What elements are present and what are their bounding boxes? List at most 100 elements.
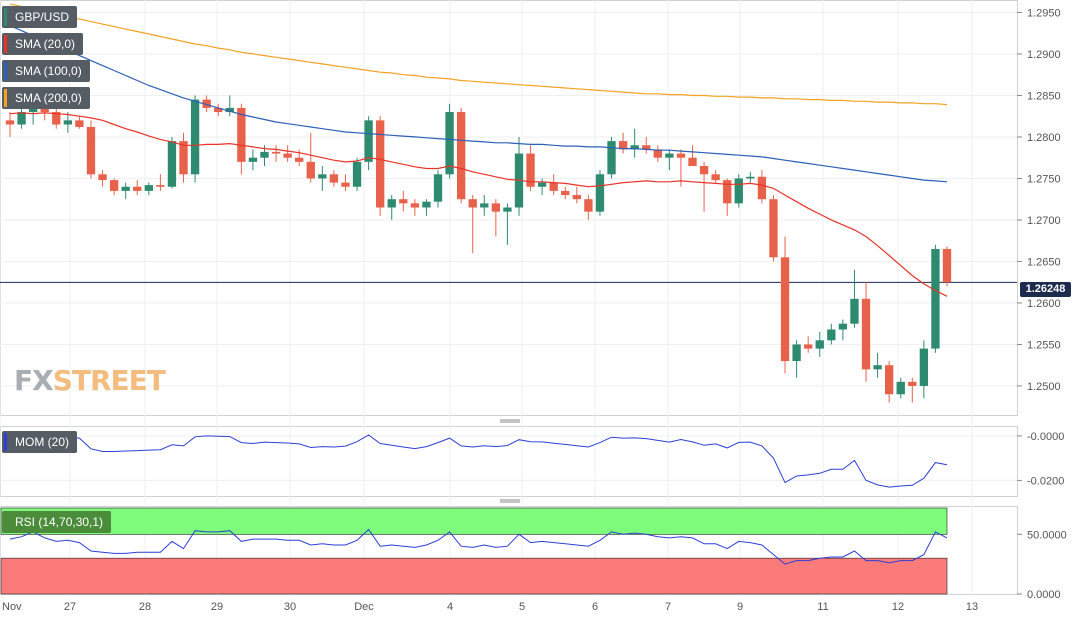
sma-lines — [9, 3, 948, 297]
candle-body — [133, 186, 142, 191]
legend-pair[interactable]: GBP/USD — [2, 6, 78, 28]
legend-rsi[interactable]: RSI (14,70,30,1) — [2, 511, 112, 533]
candle-body — [376, 120, 385, 208]
candle-body — [480, 203, 489, 208]
candle — [653, 145, 662, 162]
legend-sma20[interactable]: SMA (20,0) — [2, 33, 84, 55]
candle-body — [838, 323, 848, 330]
candle-body — [98, 174, 107, 181]
price-axis-ticks: 1.2950 1.2900 1.2850 1.2800 1.2750 1.2700 1.26… — [1017, 7, 1067, 601]
candle — [480, 195, 489, 216]
candle-body — [40, 107, 49, 113]
candle-body — [642, 145, 651, 150]
candle — [595, 170, 605, 216]
candle — [804, 336, 813, 353]
time-axis-labels: Nov 27 28 29 30 Dec 4 5 6 7 9 11 12 13 — [2, 601, 978, 613]
candle — [665, 149, 674, 171]
price-tick-label: 1.2950 — [1027, 7, 1061, 19]
candle — [861, 282, 871, 382]
rsi-series — [9, 528, 948, 565]
candle — [699, 161, 709, 212]
rsi-zones — [0, 507, 948, 595]
candle-body — [306, 161, 315, 179]
resize-handle-rsi[interactable] — [500, 499, 520, 503]
candle — [838, 319, 848, 341]
candle — [584, 195, 593, 220]
candle — [410, 199, 420, 216]
candle-body — [260, 151, 269, 158]
legend-sma200[interactable]: SMA (200,0) — [2, 87, 90, 109]
candle-body — [618, 141, 628, 150]
candle — [827, 323, 836, 345]
candle — [387, 195, 396, 220]
candle — [109, 178, 119, 196]
time-label: 4 — [447, 601, 453, 613]
sma20-label: SMA (20,0) — [15, 37, 76, 51]
time-label: 13 — [966, 601, 978, 613]
candle — [341, 174, 350, 191]
candle-body — [688, 157, 697, 166]
candle-body — [607, 141, 616, 175]
time-label: 28 — [139, 601, 151, 613]
candle — [225, 95, 234, 117]
candle — [561, 186, 570, 200]
candle-body — [468, 199, 477, 208]
fxstreet-logo: FXSTREET — [14, 364, 166, 397]
candle — [908, 377, 917, 403]
candle-body — [28, 107, 38, 113]
legend-mom[interactable]: MOM (20) — [2, 431, 77, 453]
candle — [17, 107, 26, 129]
candle — [896, 377, 905, 399]
mom-panel-frame — [0, 426, 1018, 497]
grid-lines — [0, 0, 1017, 595]
candle-body — [549, 182, 558, 191]
rsi-tick-label: 50.0000 — [1027, 529, 1067, 541]
legend-sma100[interactable]: SMA (100,0) — [2, 60, 90, 82]
candle-body — [537, 182, 547, 187]
time-label: 30 — [284, 601, 296, 613]
resize-handle-mom[interactable] — [500, 419, 520, 423]
candle-body — [202, 99, 211, 108]
candle-body — [711, 174, 720, 181]
price-tick-label: 1.2600 — [1027, 298, 1061, 310]
candle-body — [491, 203, 501, 212]
candle — [306, 132, 315, 183]
price-tick-label: 1.2800 — [1027, 132, 1061, 144]
candle-body — [676, 153, 686, 158]
candle — [711, 170, 720, 183]
candle-body — [746, 176, 755, 179]
candle-body — [109, 180, 119, 191]
candle — [352, 157, 362, 191]
price-tick-label: 1.2900 — [1027, 49, 1061, 61]
candle-body — [179, 141, 188, 175]
candle — [167, 136, 177, 189]
candle — [5, 112, 15, 137]
candle — [607, 136, 616, 179]
price-tick-label: 1.2850 — [1027, 90, 1061, 102]
candle — [688, 145, 697, 166]
candle — [422, 199, 431, 216]
candle — [537, 178, 547, 196]
candle — [98, 170, 107, 187]
candle — [572, 186, 581, 204]
candle-body — [352, 161, 362, 187]
time-label: 29 — [211, 601, 223, 613]
time-label: 27 — [64, 601, 76, 613]
sma200-label: SMA (200,0) — [15, 91, 82, 105]
price-tick-label: 1.2700 — [1027, 215, 1061, 227]
candle — [63, 112, 73, 133]
time-label: 5 — [519, 601, 525, 613]
candle-body — [17, 112, 26, 125]
candle-body — [665, 153, 674, 158]
candle — [202, 95, 211, 113]
legend-color-swatch — [4, 35, 7, 53]
sma200-line — [9, 3, 948, 106]
candle-body — [908, 381, 917, 386]
candle-body — [271, 151, 281, 154]
rsi-line — [9, 528, 948, 565]
candle — [618, 132, 628, 154]
candle-body — [699, 166, 709, 175]
candle — [52, 107, 61, 129]
candle — [757, 170, 767, 204]
candle-body — [503, 207, 512, 212]
